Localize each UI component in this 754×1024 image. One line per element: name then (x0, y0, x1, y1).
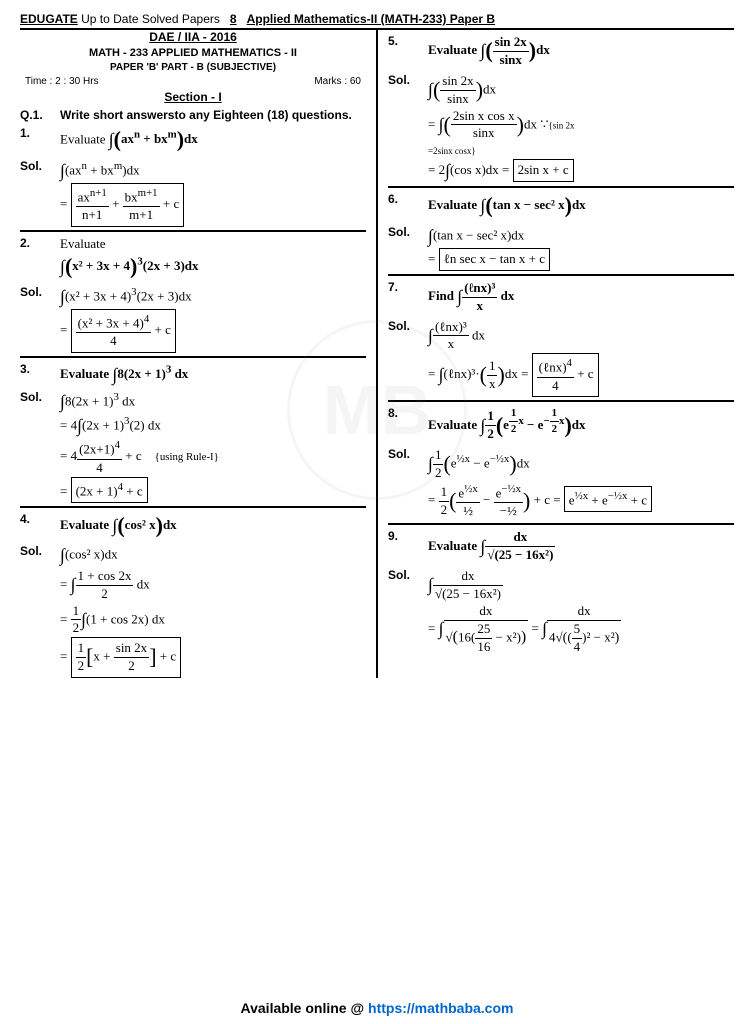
item-label: Evaluate (60, 131, 105, 146)
sol-label: Sol. (20, 390, 60, 404)
solution: ∫(cos² x)dx = ∫1 + cos 2x2 dx = 12∫(1 + … (60, 544, 366, 678)
item-num: 5. (388, 34, 428, 48)
right-column: 5. Evaluate ∫(sin 2xsinx)dx Sol. ∫(sin 2… (388, 30, 734, 678)
item-label: Evaluate (60, 236, 105, 251)
page-footer: Available online @ https://mathbaba.com (0, 1000, 754, 1016)
rule-note: {using Rule-I} (155, 452, 219, 464)
solution: ∫(tan x − sec² x)dx = ℓn sec x − tan x +… (428, 225, 734, 271)
footer-prefix: Available online @ (241, 1000, 369, 1016)
item-num: 9. (388, 529, 428, 543)
item-label: Evaluate (428, 42, 477, 57)
item-num: 2. (20, 236, 60, 250)
course-title: MATH - 233 APPLIED MATHEMATICS - II (20, 47, 366, 59)
sol-label: Sol. (388, 447, 428, 461)
left-column: DAE / IIA - 2016 MATH - 233 APPLIED MATH… (20, 30, 366, 678)
column-divider (376, 30, 378, 678)
marks: Marks : 60 (314, 76, 361, 87)
item-label: Find (428, 288, 454, 303)
section-title: Section - I (20, 90, 366, 104)
exam-year: DAE / IIA - 2016 (149, 30, 237, 44)
sol-label: Sol. (388, 319, 428, 333)
item-num: 7. (388, 280, 428, 294)
header-title: Up to Date Solved Papers (81, 12, 220, 26)
sol-label: Sol. (20, 544, 60, 558)
solution: ∫(axn + bxm)dx = axn+1n+1 + bxm+1m+1 + c (60, 159, 366, 227)
sol-label: Sol. (388, 73, 428, 87)
solution: ∫8(2x + 1)3 dx = 4∫(2x + 1)3(2) dx = 4(2… (60, 390, 366, 502)
solution: ∫(x² + 3x + 4)3(2x + 3)dx = (x² + 3x + 4… (60, 285, 366, 353)
sol-label: Sol. (20, 159, 60, 173)
solution: ∫dx√(25 − 16x²) = ∫dx√(16(2516 − x²)) = … (428, 568, 734, 655)
solution: ∫(sin 2xsinx)dx = ∫(2sin x cos xsinx)dx … (428, 73, 734, 183)
time: Time : 2 : 30 Hrs (25, 76, 99, 87)
item-num: 4. (20, 512, 60, 526)
q1-text: Write short answersto any Eighteen (18) … (60, 108, 352, 122)
page-number: 8 (230, 12, 237, 26)
item-label: Evaluate (60, 517, 109, 532)
item-label: Evaluate (60, 366, 109, 381)
item-label: Evaluate (428, 197, 477, 212)
brand: EDUGATE (20, 12, 78, 26)
sol-label: Sol. (388, 568, 428, 582)
page-header: EDUGATE Up to Date Solved Papers 8 Appli… (20, 12, 734, 30)
item-num: 8. (388, 406, 428, 420)
solution: ∫12(e½x − e−½x)dx = 12(e½x½ − e−½x−½) + … (428, 447, 734, 520)
sol-label: Sol. (20, 285, 60, 299)
sol-label: Sol. (388, 225, 428, 239)
item-label: Evaluate (428, 538, 477, 553)
subject: Applied Mathematics-II (MATH-233) Paper … (247, 12, 495, 26)
item-num: 6. (388, 192, 428, 206)
q1-num: Q.1. (20, 108, 60, 122)
item-label: Evaluate (428, 417, 477, 432)
item-num: 1. (20, 126, 60, 140)
paper-info: PAPER 'B' PART - B (SUBJECTIVE) (20, 62, 366, 73)
solution: ∫(ℓnx)³x dx = ∫(ℓnx)³·(1x)dx = (ℓnx)44 +… (428, 319, 734, 398)
item-num: 3. (20, 362, 60, 376)
footer-url[interactable]: https://mathbaba.com (368, 1000, 513, 1016)
